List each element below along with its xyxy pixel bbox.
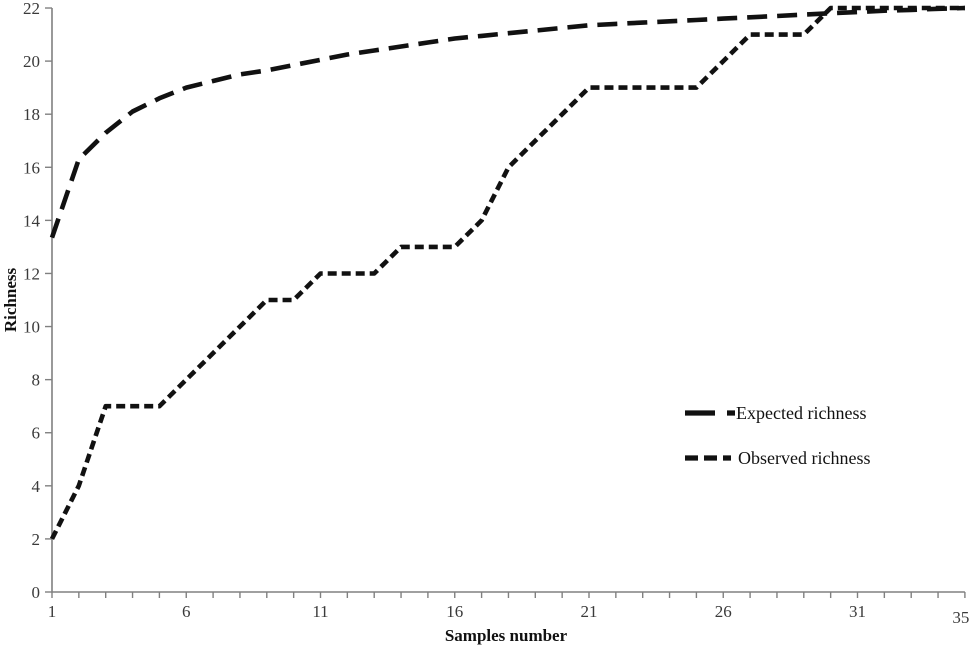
y-tick-label: 12: [23, 264, 40, 283]
x-tick-label: 1: [48, 602, 57, 621]
y-tick-label: 14: [23, 211, 41, 230]
y-tick-label: 4: [32, 477, 41, 496]
x-tick-label: 35: [952, 608, 969, 627]
y-tick-label: 10: [23, 318, 40, 337]
axes: [51, 8, 965, 593]
series-line-observed-richness: [49, 5, 965, 540]
x-tick-label: 26: [715, 602, 732, 621]
y-axis-title: Richness: [1, 268, 20, 333]
legend: Expected richness Observed richness: [685, 403, 870, 468]
x-tick-label: 31: [849, 602, 866, 621]
x-tick-label: 21: [581, 602, 598, 621]
x-tick-label: 11: [312, 602, 328, 621]
y-tick-label: 0: [32, 583, 41, 602]
y-tick-label: 22: [23, 0, 40, 18]
y-tick-label: 18: [23, 105, 40, 124]
legend-keys: [685, 410, 735, 461]
x-tick-label: 16: [446, 602, 463, 621]
axis-ticks: [45, 7, 966, 598]
x-axis-title: Samples number: [445, 626, 568, 645]
data-series: [49, 5, 965, 540]
y-tick-label: 6: [32, 424, 41, 443]
legend-label-expected-richness: Expected richness: [736, 403, 866, 423]
y-tick-label: 2: [32, 530, 41, 549]
x-tick-label: 6: [182, 602, 191, 621]
legend-label-observed-richness: Observed richness: [738, 448, 870, 468]
y-tick-label: 8: [32, 371, 41, 390]
y-tick-label: 20: [23, 52, 40, 71]
axis-lines: [51, 8, 965, 593]
series-line-expected-richness: [49, 5, 965, 239]
y-tick-label: 16: [23, 158, 40, 177]
